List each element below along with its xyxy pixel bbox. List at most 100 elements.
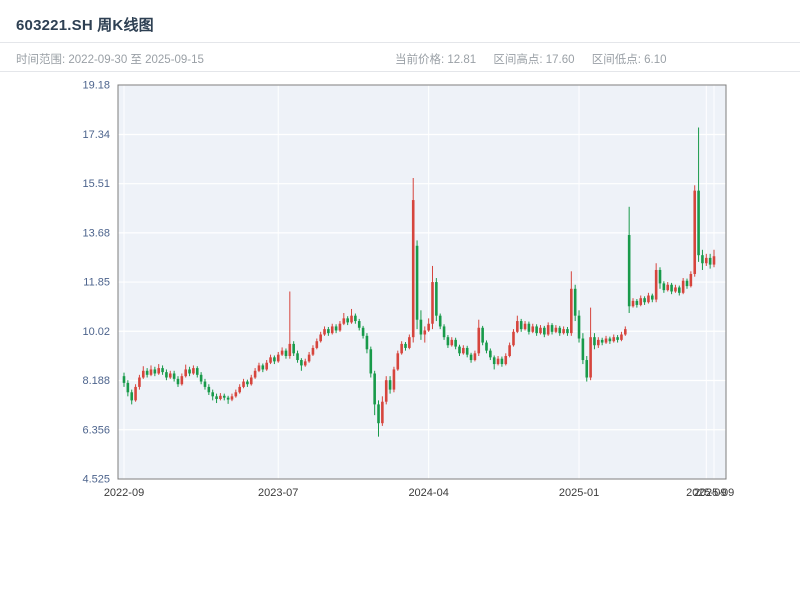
candle [404,342,407,351]
candle [543,325,546,338]
candle [269,354,272,365]
candle [311,345,315,357]
kline-chart: 4.525 6.356 8.188 10.02 11.85 13.68 15.51 17.34… [82,80,734,500]
candle [130,389,134,405]
candle [195,366,199,378]
x-tick-label: 2025-09 [694,487,734,499]
candle [481,325,484,346]
candle [608,336,612,344]
candle [573,284,577,322]
candle [712,249,716,268]
candle [635,299,639,308]
candle [261,363,265,373]
y-tick-label: 8.188 [82,375,110,387]
candle [265,360,268,371]
candle [199,372,203,385]
candle [226,395,230,404]
candle [604,335,608,344]
candle [647,292,650,304]
candle [342,312,346,326]
candle [207,384,211,395]
candle [627,206,631,313]
candle [670,282,673,295]
y-tick-label: 17.34 [82,129,110,141]
candle [527,321,531,335]
candle [192,365,195,375]
candle [651,293,654,303]
x-tick-label: 2023-07 [258,487,298,499]
candle [701,249,704,270]
candle [658,267,662,289]
candle [381,396,384,426]
candle [643,296,646,305]
candle [323,326,326,336]
candle [423,326,427,343]
candle [485,340,488,354]
candle [284,348,288,359]
candle [249,374,253,386]
candle [662,281,666,293]
candle [454,337,457,350]
candle [612,334,616,343]
candle [134,384,137,402]
candle [377,400,380,437]
candle [624,326,627,336]
y-tick-label: 4.525 [82,474,110,486]
candle [215,393,218,404]
candle [153,366,157,377]
candle [319,331,322,343]
candle [496,356,500,366]
candle [400,341,403,355]
candle [145,368,149,378]
candle [616,335,619,343]
x-tick-label: 2024-04 [408,487,448,499]
candle [149,365,153,377]
candle [685,278,689,289]
candle [419,310,423,340]
candle [176,376,180,387]
candle [350,308,353,324]
subtitle-row: 时间范围: 2022-09-30 至 2025-09-15 当前价格: 12.8… [0,49,800,69]
candle [489,348,492,361]
candle [234,389,238,398]
candle [288,291,292,359]
candle [292,341,295,357]
candle [280,347,284,357]
candle [354,313,357,324]
candle [365,333,369,354]
header-divider-top [0,42,800,43]
candle [531,323,535,334]
range-high-label: 区间高点: 17.60 [493,54,575,66]
candle [550,323,554,335]
candle [697,127,700,262]
candle [246,379,249,387]
candle [427,318,430,332]
candle [373,370,376,416]
candle [689,271,693,288]
y-tick-label: 15.51 [82,178,110,190]
candle [392,366,396,393]
candle [157,364,161,375]
candle [411,178,415,343]
date-range-label: 时间范围: 2022-09-30 至 2025-09-15 [16,54,204,66]
candle [693,185,697,277]
candle [539,325,542,335]
candle [674,284,677,293]
candle [681,278,685,295]
candle [384,376,388,405]
candle [570,271,573,336]
candle [211,389,214,401]
candle [276,351,280,363]
range-low-label: 区间低点: 6.10 [591,54,667,66]
candle [516,315,519,334]
candle [388,376,392,394]
candle [303,358,307,367]
candle [165,369,168,381]
candle [230,393,234,402]
candle [408,334,411,350]
candle [180,373,184,386]
candle [473,350,477,362]
candle [334,324,338,334]
candle [415,240,419,330]
candle [458,344,461,357]
